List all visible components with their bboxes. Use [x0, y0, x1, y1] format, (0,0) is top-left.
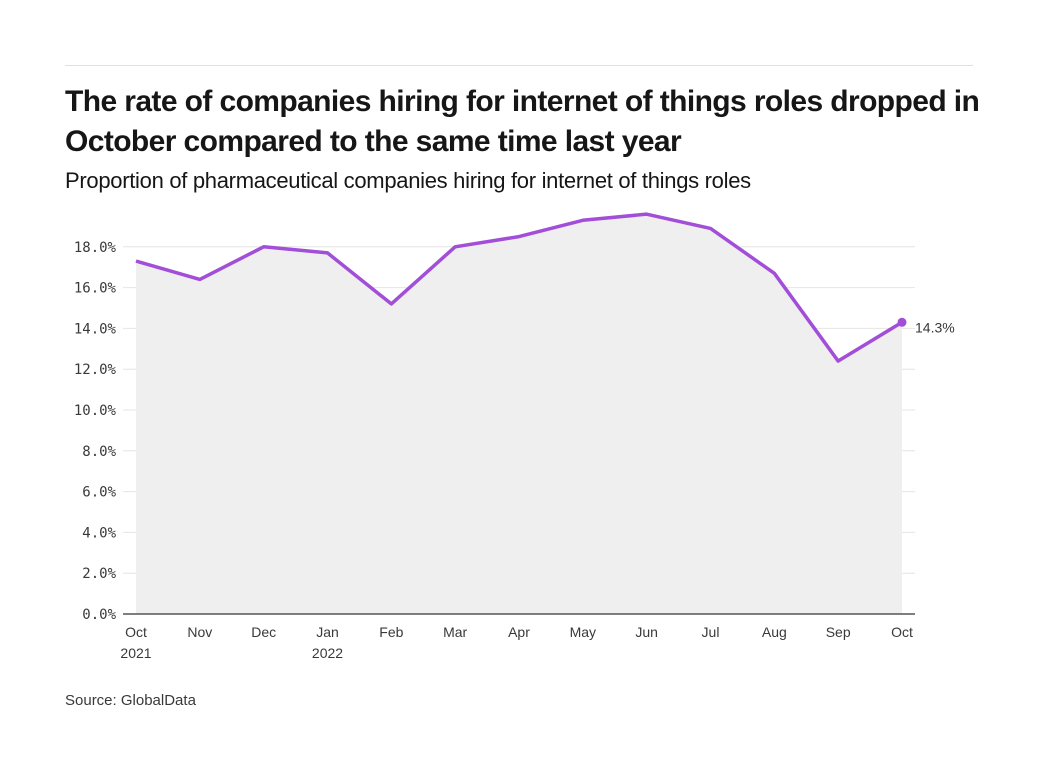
y-tick-label: 18.0%: [74, 240, 117, 256]
x-tick-label: Oct: [891, 624, 913, 640]
y-tick-label: 0.0%: [82, 607, 116, 623]
y-tick-label: 10.0%: [74, 403, 117, 419]
x-tick-label: Feb: [379, 624, 403, 640]
end-value-label: 14.3%: [915, 319, 955, 335]
area-fill: [136, 214, 902, 614]
x-tick-label: Aug: [762, 624, 787, 640]
x-tick-label: Jan 2022: [312, 624, 343, 661]
x-tick-label: May: [570, 624, 596, 640]
series-points: [897, 317, 907, 327]
y-tick-label: 6.0%: [82, 485, 116, 501]
chart-title: The rate of companies hiring for interne…: [65, 85, 980, 158]
x-tick-label: Dec: [251, 624, 276, 640]
top-rule: [65, 65, 973, 66]
x-axis-ticks: Oct 2021 Nov Dec Jan 2022 Feb Mar Apr May Jun Jul Au…: [120, 624, 913, 661]
x-tick-label: Apr: [508, 624, 530, 640]
y-axis-ticks: 0.0% 2.0% 4.0% 6.0% 8.0% 10.0% 12.0% 14.0% 16.0%…: [74, 240, 117, 623]
series-line: [135, 212, 903, 363]
source-note: Source: GlobalData: [65, 692, 196, 709]
x-tick-label: Jun: [635, 624, 658, 640]
y-tick-label: 4.0%: [82, 525, 116, 541]
y-tick-label: 14.0%: [74, 321, 117, 337]
data-point: [897, 317, 907, 327]
x-tick-label: Jul: [702, 624, 720, 640]
chart-subtitle: Proportion of pharmaceutical companies h…: [65, 168, 751, 193]
x-tick-label: Oct 2021: [120, 624, 151, 661]
y-tick-label: 16.0%: [74, 281, 117, 297]
data-labels: 14.3%: [915, 319, 955, 335]
y-tick-label: 2.0%: [82, 566, 116, 582]
y-tick-label: 12.0%: [74, 362, 117, 378]
y-tick-label: 8.0%: [82, 444, 116, 460]
x-tick-label: Sep: [826, 624, 851, 640]
x-tick-label: Nov: [187, 624, 212, 640]
x-tick-label: Mar: [443, 624, 467, 640]
